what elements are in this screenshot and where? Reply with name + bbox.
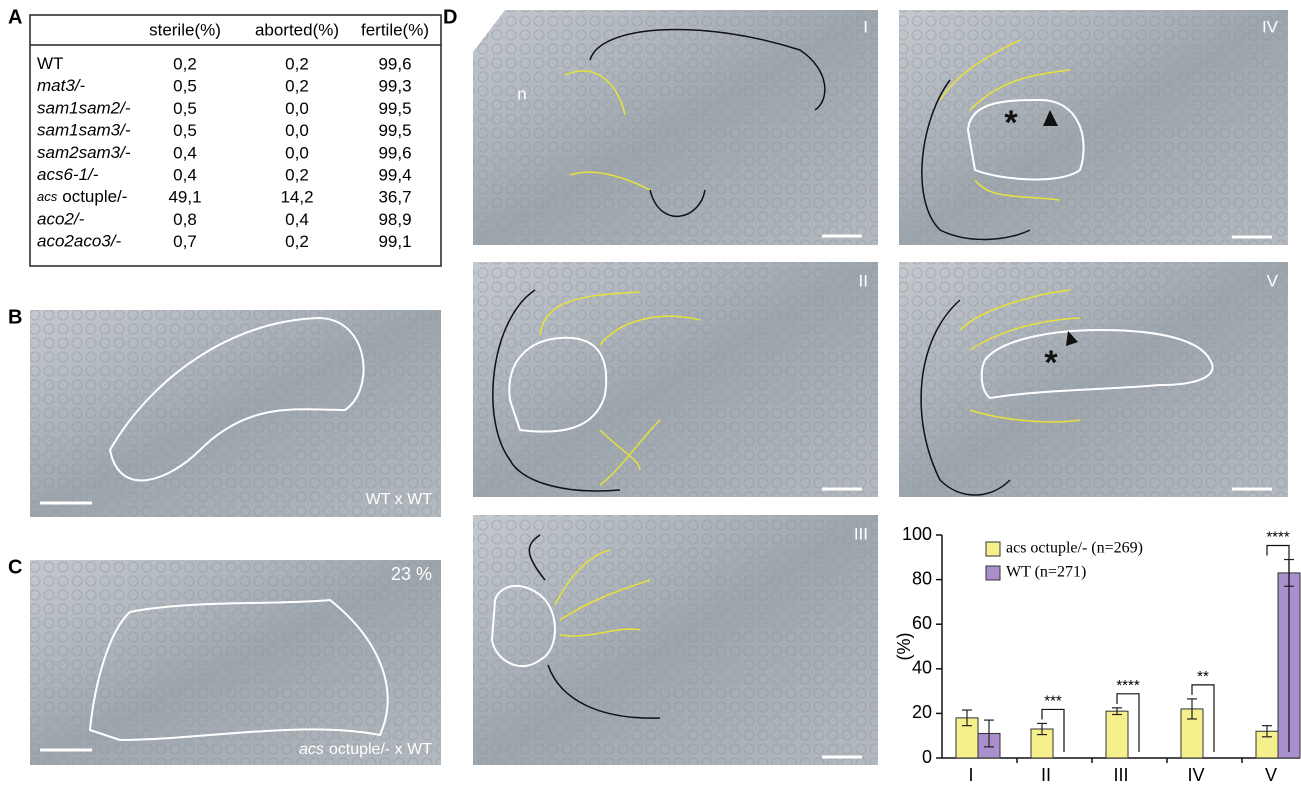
table-cell: 0,2 [285, 232, 309, 251]
row-name-text: aco2aco3/- [37, 232, 121, 251]
bar [1106, 711, 1128, 758]
row-name: sam2sam3/- [37, 143, 131, 162]
nucellus-marker: n [517, 84, 526, 103]
table-cell: 0,0 [285, 99, 309, 118]
table-cell: 0,2 [285, 77, 309, 96]
row-name-text: WT [37, 54, 63, 73]
caption-prefix: acs [299, 741, 324, 758]
row-name-text: sam1sam2/- [37, 99, 131, 118]
micrograph-d4: * [899, 10, 1288, 245]
row-name-prefix: acs [37, 190, 58, 205]
x-tick-label: II [1041, 765, 1051, 785]
row-name: sam1sam2/- [37, 99, 131, 118]
stage-label: I [863, 17, 868, 36]
caption-text: octuple/- x WT [329, 741, 432, 758]
figure: * * 020406080100(%)III***III****IV**V***… [0, 0, 1301, 787]
panel-label: A [8, 6, 22, 28]
micrograph-d5: * [899, 262, 1288, 497]
row-name-text: aco2/- [37, 210, 85, 229]
table-cell: 0,4 [173, 143, 197, 162]
stage-label: III [854, 524, 868, 543]
y-tick-label: 20 [912, 702, 932, 722]
table-cell: 99,4 [378, 165, 411, 184]
table-cell: 0,7 [173, 232, 197, 251]
row-name-text: sam2sam3/- [37, 143, 131, 162]
table-cell: 0,2 [285, 54, 309, 73]
row-name-text: acs6-1/- [37, 165, 99, 184]
row-name: mat3/- [37, 77, 86, 96]
micrograph-d3 [473, 515, 878, 765]
table-cell: 14,2 [280, 188, 313, 207]
image-percent: 23 % [391, 564, 432, 584]
panel-label: B [8, 306, 22, 328]
significance-label: **** [1266, 528, 1290, 545]
column-header: fertile(%) [361, 20, 429, 39]
significance-label: **** [1116, 677, 1140, 694]
y-axis-label: (%) [894, 633, 914, 661]
row-name-text: mat3/- [37, 77, 86, 96]
stage-label: V [1267, 271, 1279, 290]
x-tick-label: V [1265, 765, 1277, 785]
table-cell: 0,5 [173, 99, 197, 118]
svg-text:*: * [1044, 344, 1058, 382]
table-cell: 99,1 [378, 232, 411, 251]
table-cell: 99,6 [378, 143, 411, 162]
legend-swatch [986, 566, 1000, 580]
y-tick-label: 0 [922, 747, 932, 767]
panel-label: C [8, 556, 22, 578]
image-caption: acs octuple/- x WT [299, 741, 432, 758]
row-name: acs6-1/- [37, 165, 99, 184]
x-tick-label: III [1113, 765, 1128, 785]
significance-label: *** [1044, 692, 1062, 709]
table-cell: 0,5 [173, 121, 197, 140]
table-cell: 0,2 [285, 165, 309, 184]
table-cell: 99,3 [378, 77, 411, 96]
table-cell: 99,5 [378, 121, 411, 140]
stage-label: II [859, 271, 868, 290]
significance-label: ** [1197, 668, 1209, 685]
table-cell: 98,9 [378, 210, 411, 229]
micrograph-b [30, 310, 441, 517]
table-cell: 0,0 [285, 143, 309, 162]
x-tick-label: IV [1187, 765, 1204, 785]
table-cell: 99,5 [378, 99, 411, 118]
panel-label: D [443, 6, 457, 28]
micrograph-d2 [473, 262, 878, 497]
y-tick-label: 100 [902, 524, 932, 544]
row-name: acs octuple/- [37, 188, 127, 207]
row-name: aco2aco3/- [37, 232, 121, 251]
legend-label: WT (n=271) [1006, 564, 1086, 581]
row-name-text: octuple/- [62, 188, 127, 207]
row-name: sam1sam3/- [37, 121, 131, 140]
table-cell: 0,4 [285, 210, 309, 229]
table-cell: 49,1 [168, 188, 201, 207]
row-name: aco2/- [37, 210, 85, 229]
y-tick-label: 80 [912, 568, 932, 588]
legend-label: acs octuple/- (n=269) [1006, 540, 1143, 557]
row-name-text: sam1sam3/- [37, 121, 131, 140]
table-cell: 0,2 [173, 54, 197, 73]
micrograph-d1 [473, 10, 878, 245]
micrograph-c [30, 560, 441, 765]
stage-label: IV [1262, 17, 1279, 36]
table-cell: 0,5 [173, 77, 197, 96]
table-cell: 0,0 [285, 121, 309, 140]
image-caption: WT x WT [366, 491, 433, 508]
y-tick-label: 60 [912, 613, 932, 633]
table-cell: 36,7 [378, 188, 411, 207]
y-tick-label: 40 [912, 658, 932, 678]
x-tick-label: I [968, 765, 973, 785]
svg-text:*: * [1004, 104, 1018, 142]
row-name: WT [37, 54, 63, 73]
legend-swatch [986, 542, 1000, 556]
column-header: sterile(%) [149, 20, 221, 39]
table-cell: 99,6 [378, 54, 411, 73]
column-header: aborted(%) [255, 20, 339, 39]
table-cell: 0,8 [173, 210, 197, 229]
table-cell: 0,4 [173, 165, 197, 184]
